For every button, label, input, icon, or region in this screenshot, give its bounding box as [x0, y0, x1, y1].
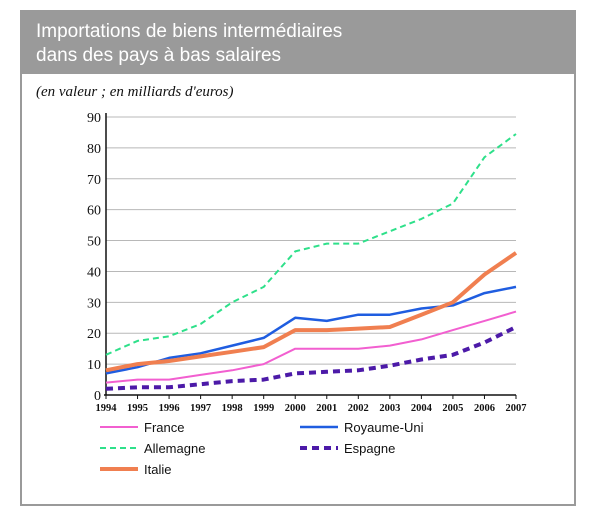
y-tick-label: 80	[87, 142, 101, 157]
title-banner: Importations de biens intermédiaires dan…	[22, 12, 574, 74]
chart-frame: Importations de biens intermédiaires dan…	[20, 10, 576, 506]
y-tick-label: 30	[87, 296, 101, 311]
x-tick-label: 1995	[127, 403, 148, 414]
x-tick-label: 1996	[159, 403, 180, 414]
y-tick-label: 50	[87, 235, 101, 250]
x-tick-label: 2006	[474, 403, 495, 414]
x-tick-label: 1994	[96, 403, 118, 414]
chart-subtitle: (en valeur ; en milliards d'euros)	[36, 84, 234, 100]
series-line-france	[105, 310, 517, 384]
legend-label-italie: Italie	[144, 462, 171, 477]
x-tick-label: 1999	[253, 403, 274, 414]
x-tick-label: 2007	[506, 403, 527, 414]
x-tick-label: 2002	[348, 403, 369, 414]
y-tick-label: 20	[87, 327, 101, 342]
y-tick-label: 0	[94, 389, 101, 404]
y-tick-label: 40	[87, 265, 101, 280]
legend-label-espagne: Espagne	[344, 441, 395, 456]
legend-label-france: France	[144, 420, 184, 435]
x-tick-label: 2003	[379, 403, 400, 414]
x-tick-label: 1998	[222, 403, 243, 414]
chart-title-line-1: Importations de biens intermédiaires	[36, 21, 343, 42]
y-tick-label: 70	[87, 173, 101, 188]
legend-label-royaume-uni: Royaume-Uni	[344, 420, 424, 435]
x-tick-label: 2004	[411, 403, 433, 414]
x-tick-label: 2005	[442, 403, 463, 414]
chart-title-line-2: dans des pays à bas salaires	[36, 45, 282, 66]
y-tick-label: 90	[87, 111, 101, 126]
x-tick-label: 1997	[190, 403, 211, 414]
y-tick-label: 10	[87, 358, 101, 373]
series-line-allemagne	[105, 133, 517, 356]
x-tick-label: 2000	[285, 403, 306, 414]
x-tick-label: 2001	[316, 403, 337, 414]
series-line-italie	[105, 251, 518, 373]
y-tick-label: 60	[87, 204, 101, 219]
legend-label-allemagne: Allemagne	[144, 441, 205, 456]
series-line-espagne	[105, 325, 517, 391]
